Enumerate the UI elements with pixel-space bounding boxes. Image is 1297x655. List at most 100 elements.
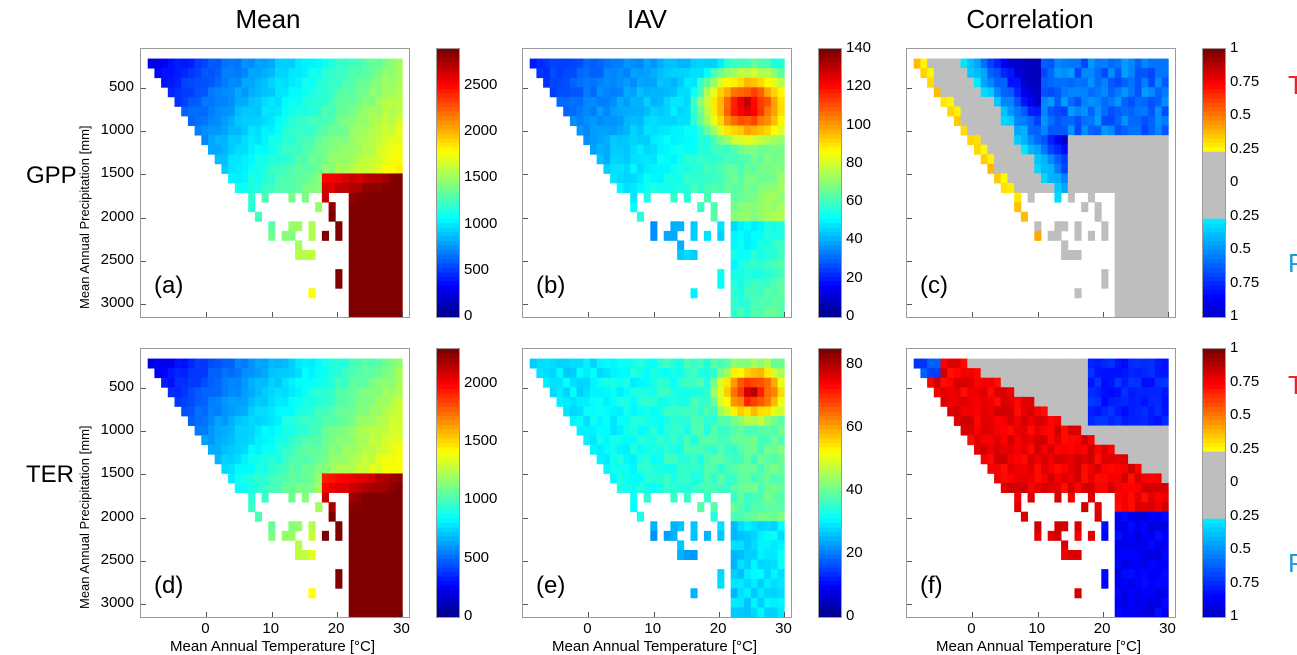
heatmap-cell [1054,406,1062,417]
colorbar-tick-label: 100 [846,115,872,133]
heatmap-cell [677,250,685,260]
x-tick-mark [784,312,786,317]
heatmap-cell [1047,96,1055,107]
heatmap-cell [724,87,732,98]
heatmap-cell [281,358,289,369]
heatmap-cell [610,368,618,379]
heatmap-cell [288,396,296,407]
colorbar-step [1203,281,1225,287]
colorbar-tick-label: 80 [846,354,863,372]
heatmap-cell [248,416,256,426]
heatmap-cell [248,406,256,417]
colorbar-step [1203,357,1225,363]
heatmap-cell [388,483,396,493]
heatmap-cell [940,387,948,398]
heatmap-cell [1061,77,1069,88]
heatmap-cell [321,358,329,369]
heatmap-cell [1000,396,1008,407]
heatmap-cell [1101,483,1109,493]
heatmap-cell [254,163,262,174]
heatmap-cell [994,87,1002,98]
colorbar-step [437,402,459,408]
heatmap-cell [1128,116,1136,126]
heatmap-cell [1061,125,1069,136]
heatmap-cell [590,77,598,88]
heatmap-cell [228,396,236,407]
heatmap-cell [710,483,718,493]
heatmap-cell [254,473,262,484]
heatmap-cell [529,358,537,369]
colorbar-step [819,116,841,121]
heatmap-cell [960,406,968,417]
colorbar-step [819,245,841,251]
heatmap-cell [777,550,785,560]
heatmap-cell [1114,473,1122,484]
heatmap-cell [295,396,303,407]
heatmap-cell [375,211,383,222]
heatmap-cell [980,406,988,417]
heatmap-cell [1034,377,1042,388]
heatmap-cell [750,297,758,308]
heatmap-cell [1128,425,1136,436]
heatmap-cell [764,96,772,107]
heatmap-cell [677,387,685,398]
heatmap-cell [382,144,390,155]
heatmap-cell [161,358,169,369]
heatmap-cell [241,135,249,146]
heatmap-cell [770,358,778,369]
heatmap-cell [301,183,309,193]
heatmap-cell [737,550,745,560]
heatmap-cell [994,68,1002,79]
heatmap-cell [1034,106,1042,117]
heatmap-cell [208,444,216,455]
heatmap-cell [382,259,390,270]
heatmap-cell [710,454,718,465]
heatmap-cell [764,87,772,98]
heatmap-cell [697,444,705,455]
colorbar-step [1203,241,1225,247]
heatmap-cell [1134,511,1142,522]
heatmap-cell [301,492,309,503]
heatmap-cell [1141,173,1149,184]
heatmap-cell [730,444,738,455]
heatmap-cell [994,463,1002,474]
heatmap-cell [268,463,276,474]
heatmap-cell [342,125,350,136]
heatmap-cell [1087,444,1095,455]
heatmap-cell [724,106,732,117]
heatmap-cell [1087,87,1095,98]
heatmap-cell [382,307,390,317]
heatmap-cell [569,416,577,426]
x-tick-mark [402,612,404,617]
heatmap-cell [241,463,249,474]
heatmap-cell [777,221,785,232]
heatmap-cell [757,96,765,107]
colorbar-step [819,75,841,81]
heatmap-cell [730,259,738,270]
heatmap-cell [187,106,195,117]
heatmap-cell [764,202,772,213]
y-tick-mark [907,431,912,433]
heatmap-cell [710,473,718,484]
heatmap-cell [214,116,222,126]
colorbar-step [1203,191,1225,197]
heatmap-cell [1114,250,1122,260]
heatmap-cell [1161,607,1169,617]
heatmap-cell [960,416,968,426]
heatmap-cell [757,473,765,484]
heatmap-cell [770,87,778,98]
heatmap-cell [221,358,229,369]
heatmap-cell [1101,278,1109,289]
colorbar-step [1203,129,1225,135]
heatmap-cell [342,106,350,117]
heatmap-cell [268,396,276,407]
colorbar-step [437,567,459,573]
heatmap-cell [187,96,195,107]
heatmap-cell [730,377,738,388]
y-tick-mark [141,174,146,176]
heatmap-cell [650,473,658,484]
heatmap-cell [1061,240,1069,251]
heatmap-cell [623,68,631,79]
heatmap-cell [161,58,169,69]
colorbar-step [1203,483,1225,488]
